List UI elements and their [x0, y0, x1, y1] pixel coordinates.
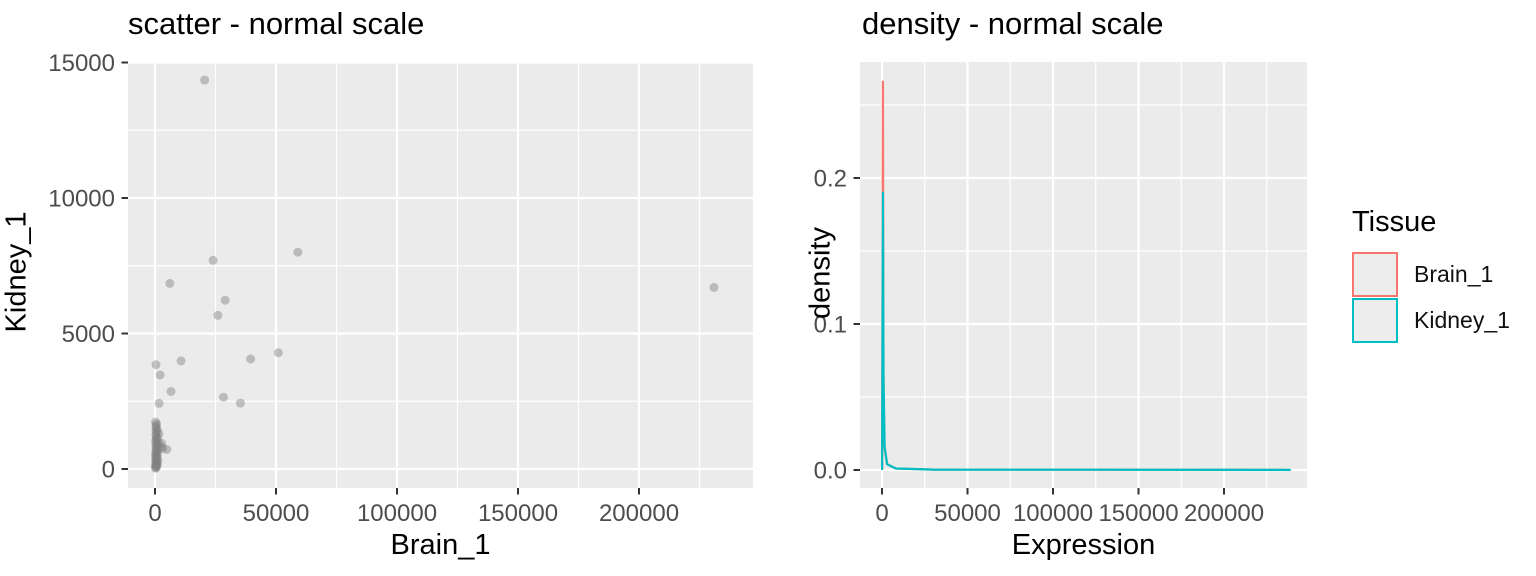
scatter-point [151, 463, 160, 473]
scatter-point [151, 432, 161, 442]
scatter-point [152, 419, 162, 429]
scatter-point [151, 454, 161, 464]
x-tick-label: 100000 [357, 500, 437, 527]
legend-entry-kidney: Kidney_1 [1352, 298, 1510, 343]
panel-background [128, 62, 753, 488]
scatter-point [152, 436, 162, 446]
scatter-point [162, 445, 172, 454]
scatter-point [157, 438, 167, 448]
scatter-point [154, 429, 164, 439]
scatter-point [151, 451, 160, 461]
scatter-point [293, 247, 303, 257]
legend-key-kidney-swatch [1352, 298, 1398, 343]
y-tick-label: 0 [102, 457, 115, 484]
y-tick-label: 15000 [48, 50, 115, 77]
x-tick-label: 100000 [1013, 500, 1093, 527]
scatter-point [158, 443, 168, 453]
scatter-point [213, 310, 223, 320]
x-tick-label: 0 [148, 500, 161, 527]
x-tick-label: 200000 [599, 500, 679, 527]
y-tick-label: 10000 [48, 186, 115, 213]
scatter-point [153, 455, 163, 465]
scatter-point [151, 430, 161, 440]
scatter-point [154, 398, 164, 408]
scatter-point [151, 360, 161, 370]
y-tick-label: 5000 [62, 321, 115, 348]
scatter-point [165, 278, 175, 288]
scatter-point [151, 452, 161, 462]
scatter-point [153, 445, 163, 455]
scatter-point [155, 370, 165, 380]
scatter-point [176, 356, 186, 366]
scatter-point [152, 460, 162, 470]
scatter-point [151, 423, 161, 433]
scatter-point [152, 450, 162, 460]
x-tick-label: 50000 [934, 500, 1001, 527]
scatter-point [151, 426, 161, 436]
density-x-axis-title: Expression [1011, 529, 1156, 561]
scatter-point [151, 417, 161, 427]
scatter-point [156, 442, 166, 452]
scatter-point [166, 387, 176, 396]
scatter-point [152, 425, 162, 435]
scatter-point [152, 440, 161, 450]
x-tick-label: 50000 [243, 500, 310, 527]
density-line-kidney_1 [881, 191, 1291, 472]
scatter-point [208, 255, 218, 265]
y-tick-label: 0.0 [814, 458, 847, 485]
scatter-point [153, 439, 163, 448]
scatter-point [152, 459, 162, 469]
scatter-point [246, 354, 256, 364]
scatter-point [151, 449, 161, 459]
x-tick-label: 200000 [1184, 500, 1264, 527]
scatter-point [709, 282, 719, 292]
scatter-point [151, 459, 161, 469]
legend-key-brain-swatch [1352, 252, 1398, 297]
x-tick-label: 150000 [1098, 500, 1178, 527]
scatter-point [151, 458, 161, 468]
legend-entry-brain: Brain_1 [1352, 252, 1510, 297]
scatter-point [151, 444, 161, 454]
x-tick-label: 0 [875, 500, 888, 527]
scatter-point [152, 448, 162, 457]
density-y-axis-title: density [804, 227, 837, 319]
scatter-point [153, 433, 162, 443]
scatter-point [200, 75, 210, 85]
y-tick-label: 0.2 [814, 166, 847, 193]
scatter-point [151, 463, 161, 472]
x-tick-label: 150000 [478, 500, 558, 527]
scatter-point [151, 446, 161, 456]
legend-label-brain: Brain_1 [1414, 261, 1494, 287]
scatter-point [219, 392, 228, 402]
scatter-point [150, 461, 160, 471]
scatter-chart-title: scatter - normal scale [128, 6, 425, 41]
scatter-point [151, 435, 161, 444]
scatter-point [152, 462, 162, 472]
legend: Tissue Brain_1 Kidney_1 [1352, 206, 1510, 344]
scatter-point [152, 457, 161, 467]
panel-background [860, 62, 1307, 488]
legend-title: Tissue [1352, 206, 1437, 238]
scatter-point [151, 441, 161, 451]
scatter-point [151, 437, 161, 447]
scatter-x-axis-title: Brain_1 [390, 529, 491, 561]
scatter-point [151, 456, 161, 466]
legend-label-kidney: Kidney_1 [1414, 307, 1510, 333]
scatter-point [152, 427, 162, 437]
y-tick-label: 0.1 [814, 312, 847, 339]
scatter-y-axis-title: Kidney_1 [0, 211, 33, 333]
density-chart-title: density - normal scale [862, 6, 1164, 41]
scatter-point [220, 295, 230, 305]
scatter-point [152, 453, 162, 463]
scatter-point [273, 348, 283, 358]
scatter-point [151, 421, 161, 431]
scatter-point [152, 443, 162, 453]
scatter-point [235, 398, 245, 408]
